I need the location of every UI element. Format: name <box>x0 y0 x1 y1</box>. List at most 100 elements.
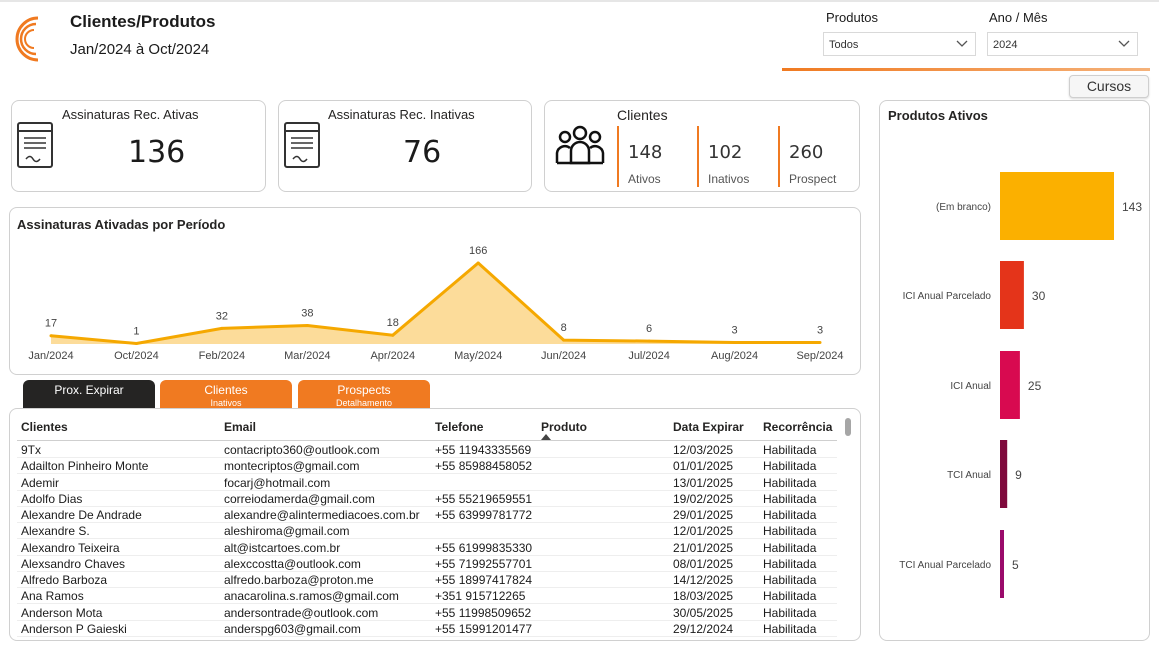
table-cell-recorrencia: Habilitada <box>763 621 817 636</box>
table-row[interactable]: Ademir focarj@hotmail.com 13/01/2025 Habili… <box>17 475 837 491</box>
category-label: TCI Anual <box>947 470 991 481</box>
table-cell-cliente: Alfredo Barboza <box>21 573 108 587</box>
column-header-clientes[interactable]: Clientes <box>21 420 68 434</box>
bar <box>1000 530 1004 598</box>
table-cell-recorrencia: Habilitada <box>763 508 817 522</box>
column-header-data-expirar[interactable]: Data Expirar <box>673 420 744 434</box>
table-cell-data-expirar: 21/01/2025 <box>673 540 734 555</box>
tab-clientes-sublabel: Inativos <box>210 398 242 408</box>
table-cell-telefone: +55 61999835330 <box>435 540 533 555</box>
x-tick-label: Jul/2024 <box>628 350 670 362</box>
table-cell-email: aleshiroma@gmail.com <box>224 524 350 539</box>
data-label: 17 <box>45 318 57 330</box>
column-header-telefone[interactable]: Telefone <box>435 420 484 434</box>
data-label: 1 <box>133 326 139 338</box>
table-row[interactable]: Anderson Mota andersontrade@outlook.com +5… <box>17 605 837 621</box>
table-body: 9Tx contacripto360@outlook.com +55 1194333… <box>10 409 853 640</box>
bar-chart-title: Produtos Ativos <box>888 108 988 123</box>
table-cell-email: alfredo.barboza@proton.me <box>224 573 374 587</box>
table-row[interactable]: Alexandre De Andrade alexandre@alintermed… <box>17 507 837 524</box>
table-cell-cliente: Ademir <box>21 475 60 490</box>
area-chart-card: Assinaturas Ativadas por Período 17 Jan/2… <box>9 207 861 375</box>
table-row[interactable]: Alexandro Teixeira alt@istcartoes.com.br +… <box>17 540 837 556</box>
kpi-card-clientes: Clientes 148 Ativos 102 Inativos 260 Pro… <box>544 100 860 192</box>
table-cell-recorrencia: Habilitada <box>763 605 817 620</box>
table-cell-email: correiodamerda@gmail.com <box>224 491 375 506</box>
table-cell-recorrencia: Habilitada <box>763 475 817 490</box>
bar-chart-card: Produtos Ativos (Em branco) 143 ICI Anual … <box>879 100 1150 641</box>
tab-clientes-inativos[interactable]: Clientes Inativos <box>160 380 292 413</box>
table-row[interactable]: Ana Ramos anacarolina.s.ramos@gmail.com +3… <box>17 588 837 605</box>
table-cell-cliente: 9Tx <box>21 443 42 457</box>
top-border <box>0 0 1159 2</box>
header-divider <box>17 440 837 441</box>
data-point <box>305 323 309 327</box>
bar <box>1000 172 1114 240</box>
table-row[interactable]: Alexandre S. aleshiroma@gmail.com 12/01/20… <box>17 523 837 540</box>
tab-prospects-detalhamento[interactable]: Prospects Detalhamento <box>298 380 430 413</box>
table-cell-recorrencia: Habilitada <box>763 540 817 555</box>
data-point <box>818 341 822 345</box>
kpi-separator <box>697 126 699 187</box>
column-header-recorrencia[interactable]: Recorrência <box>763 420 833 434</box>
table-cell-telefone: +55 15991201477 <box>435 621 533 636</box>
data-point <box>733 341 737 345</box>
table-cell-email: alt@istcartoes.com.br <box>224 540 341 555</box>
cursos-button[interactable]: Cursos <box>1069 75 1149 98</box>
table-cell-data-expirar: 12/01/2025 <box>673 524 734 539</box>
table-cell-telefone: +55 63999781772 <box>435 508 533 522</box>
tab-prox-expirar-label: Prox. Expirar <box>54 383 124 397</box>
table-cell-telefone: +55 11998509652 <box>435 605 532 620</box>
data-point <box>391 333 395 337</box>
tab-prox-expirar[interactable]: Prox. Expirar <box>23 380 155 413</box>
table-cell-data-expirar: 29/01/2025 <box>673 508 734 522</box>
x-tick-label: Feb/2024 <box>199 350 245 362</box>
table-cell-email: montecriptos@gmail.com <box>224 459 360 474</box>
bar <box>1000 261 1024 329</box>
series-line <box>50 261 820 345</box>
data-label: 6 <box>646 323 652 335</box>
ano-mes-filter-dropdown[interactable]: 2024 <box>987 32 1138 56</box>
table-row[interactable]: Alfredo Barboza alfredo.barboza@proton.me… <box>17 572 837 589</box>
produtos-filter-dropdown[interactable]: Todos <box>823 32 976 56</box>
data-label: 3 <box>817 325 823 337</box>
table-cell-telefone: +55 71992557701 <box>435 556 533 571</box>
table-cell-recorrencia: Habilitada <box>763 459 817 474</box>
table-cell-data-expirar: 08/01/2025 <box>673 556 734 571</box>
kpi-prospect-value: 260 <box>789 142 824 163</box>
table-row[interactable]: Adolfo Dias correiodamerda@gmail.com +55 5… <box>17 491 837 507</box>
category-label: ICI Anual Parcelado <box>903 291 992 302</box>
column-header-produto[interactable]: Produto <box>541 420 587 434</box>
period-subtitle: Jan/2024 à Oct/2024 <box>70 41 210 58</box>
x-tick-label: Aug/2024 <box>711 350 758 362</box>
column-header-email[interactable]: Email <box>224 420 257 434</box>
table-cell-cliente: Anderson P Gaieski <box>21 621 127 636</box>
table-row[interactable]: Alexsandro Chaves alexccostta@outlook.com… <box>17 556 837 572</box>
document-icon <box>17 122 53 168</box>
table-row[interactable]: Anderson P Gaieski anderspg603@gmail.com +… <box>17 621 837 637</box>
data-point <box>49 334 53 338</box>
table-row[interactable]: Adailton Pinheiro Monte montecriptos@gmai… <box>17 458 837 475</box>
data-point <box>134 342 138 346</box>
table-scrollbar[interactable] <box>845 418 851 436</box>
x-tick-label: Jan/2024 <box>28 350 73 362</box>
sort-ascending-icon <box>541 434 551 440</box>
table-card: Clientes Email Telefone Produto Data Exp… <box>9 408 861 641</box>
table-cell-data-expirar: 14/12/2025 <box>673 573 734 587</box>
bar-value-label: 5 <box>1012 558 1019 572</box>
kpi-separator <box>778 126 780 187</box>
kpi-card-inativas: Assinaturas Rec. Inativas 76 <box>278 100 532 192</box>
produtos-filter-label: Produtos <box>826 10 879 25</box>
table-cell-recorrencia: Habilitada <box>763 573 817 587</box>
table-row[interactable]: 9Tx contacripto360@outlook.com +55 1194333… <box>17 442 837 459</box>
table-cell-cliente: Alexsandro Chaves <box>21 556 126 571</box>
data-point <box>476 261 480 265</box>
table-cell-telefone: +351 915712265 <box>435 589 526 604</box>
kpi-inativos-value: 102 <box>708 142 743 163</box>
table-cell-email: alexandre@alintermediacoes.com.br <box>224 508 420 522</box>
table-cell-email: anderspg603@gmail.com <box>224 621 361 636</box>
data-point <box>647 339 651 343</box>
table-cell-telefone: +55 18997417824 <box>435 573 533 587</box>
table-cell-email: alexccostta@outlook.com <box>224 556 361 571</box>
x-tick-label: Jun/2024 <box>541 350 586 362</box>
